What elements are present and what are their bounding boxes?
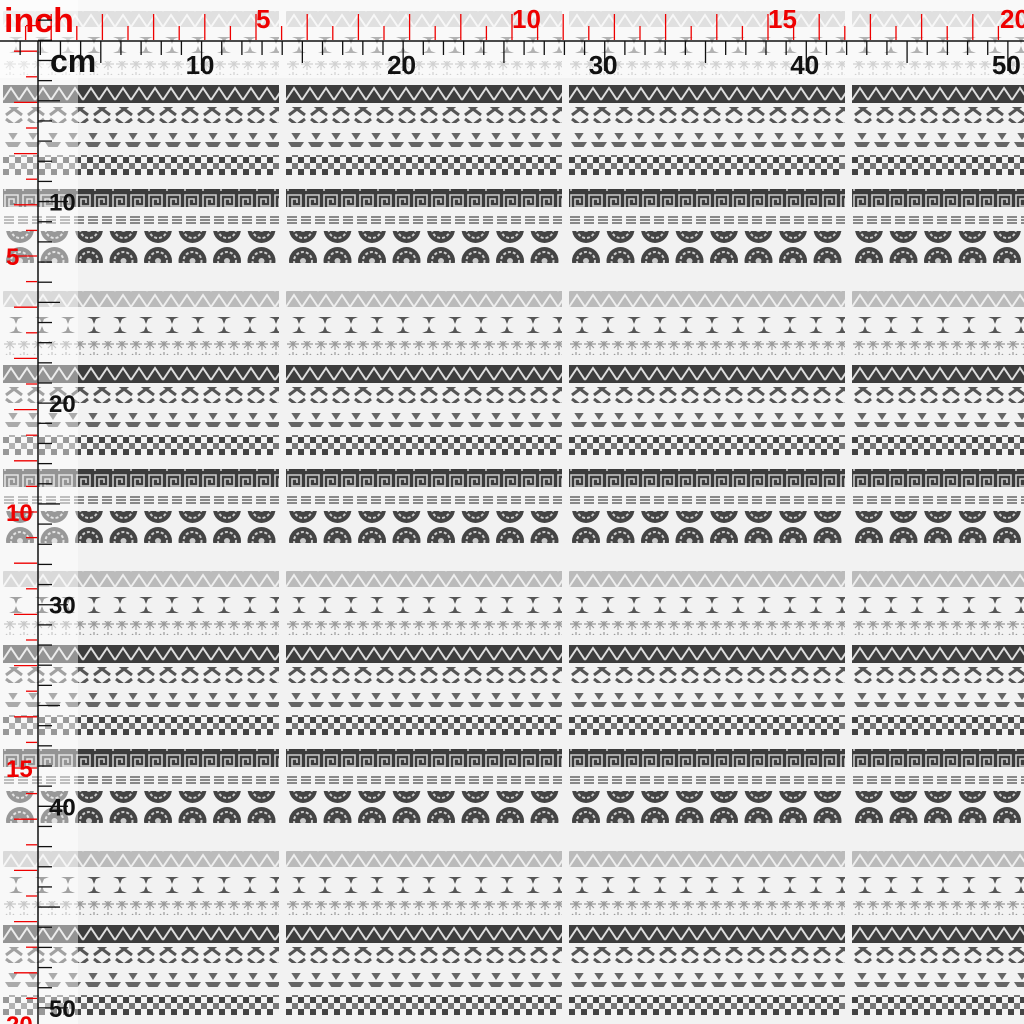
inch-label: 20 — [1000, 4, 1024, 34]
cm-label: 50 — [992, 50, 1021, 80]
inch-label: 5 — [256, 4, 270, 34]
left-inch-label: 20 — [6, 1012, 33, 1024]
inch-unit: inch — [4, 2, 74, 40]
left-inch-label: 15 — [6, 756, 33, 783]
left-cm-label: 20 — [49, 391, 76, 418]
inch-label: 15 — [768, 4, 797, 34]
cm-unit: cm — [50, 43, 96, 79]
left-cm-label: 40 — [49, 794, 76, 821]
cm-label: 20 — [387, 50, 416, 80]
left-fade — [0, 0, 78, 1024]
left-cm-label: 10 — [49, 190, 76, 217]
left-cm-label: 50 — [49, 996, 76, 1023]
left-inch-label: 5 — [6, 244, 19, 271]
cm-label: 40 — [790, 50, 819, 80]
cm-label: 30 — [589, 50, 618, 80]
inch-label: 10 — [512, 4, 541, 34]
cm-label: 10 — [186, 50, 215, 80]
left-inch-label: 10 — [6, 500, 33, 527]
left-cm-label: 30 — [49, 593, 76, 620]
